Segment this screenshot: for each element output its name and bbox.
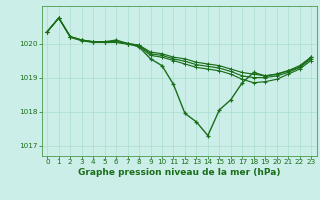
X-axis label: Graphe pression niveau de la mer (hPa): Graphe pression niveau de la mer (hPa): [78, 168, 280, 177]
